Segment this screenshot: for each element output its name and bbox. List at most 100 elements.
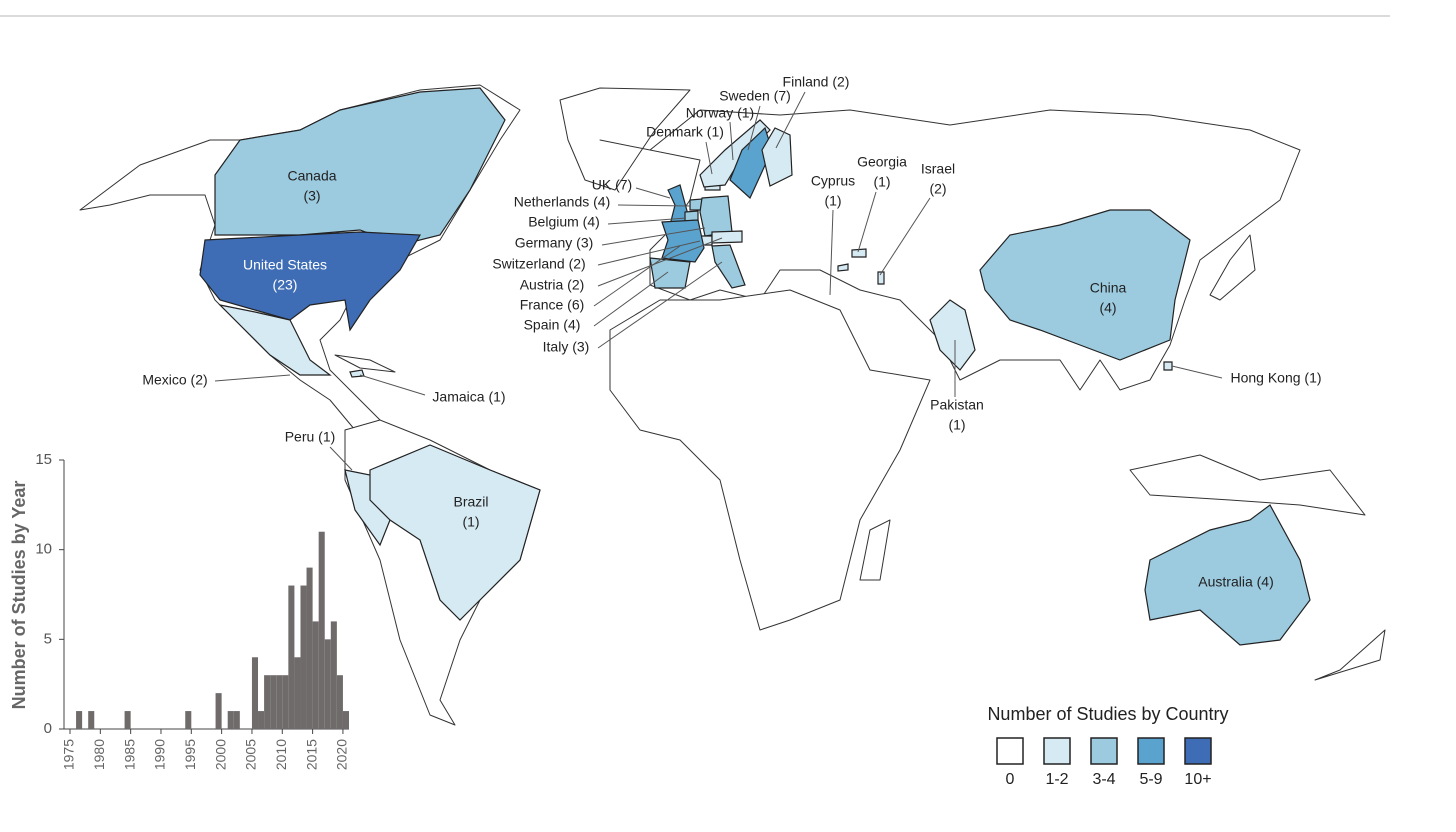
- bar: [312, 621, 319, 729]
- country-shape: [979, 209, 1191, 361]
- bar: [185, 711, 192, 729]
- x-tick-label: 1975: [61, 739, 77, 770]
- x-tick-label: 1980: [91, 739, 107, 770]
- x-tick-label: 2020: [334, 739, 350, 770]
- leader-line: [729, 121, 734, 161]
- country-shape: [199, 231, 422, 332]
- legend-swatch: [1090, 737, 1118, 765]
- bar: [76, 711, 83, 729]
- country-shape: [1144, 504, 1311, 646]
- x-tick-label: 2005: [243, 739, 259, 770]
- country-label: Mexico (2): [142, 372, 207, 388]
- legend-label: 1-2: [1045, 771, 1068, 788]
- histogram: Number of Studies by Year 0 5 10 15 1975 1980…: [9, 451, 350, 770]
- countries: [199, 87, 1311, 646]
- country-label: (23): [273, 277, 298, 293]
- legend: Number of Studies by Country 0 1-2 3-4 5-9 1…: [987, 704, 1228, 788]
- country-shape: [214, 87, 506, 246]
- bar: [215, 693, 222, 729]
- leader-line: [593, 245, 681, 307]
- leader-line: [829, 209, 834, 296]
- country-shape: [661, 219, 705, 263]
- bar: [318, 531, 325, 729]
- leader-line: [1171, 365, 1223, 379]
- bar: [276, 675, 283, 729]
- bar: [330, 621, 337, 729]
- country-shape: [369, 444, 541, 621]
- leader-line: [857, 191, 877, 253]
- bar: [300, 585, 307, 729]
- y-tick-label: 0: [44, 720, 52, 737]
- country-label: (1): [873, 174, 890, 190]
- country-label: Finland (2): [783, 74, 850, 90]
- legend-label: 3-4: [1092, 771, 1115, 788]
- country-label: United States: [243, 257, 327, 273]
- bar: [251, 657, 259, 729]
- country-shape: [684, 210, 699, 222]
- country-label: (4): [1099, 300, 1116, 316]
- bar: [233, 711, 240, 729]
- legend-label: 10+: [1184, 771, 1211, 788]
- bar: [258, 711, 265, 729]
- country-label: Pakistan: [930, 397, 984, 413]
- x-tick-label: 2015: [303, 739, 319, 770]
- country-label: Brazil: [453, 494, 488, 510]
- leader-line: [597, 261, 723, 349]
- country-label: Denmark (1): [646, 124, 724, 140]
- bar: [124, 711, 131, 729]
- country-shape: [1163, 361, 1173, 371]
- legend-label: 0: [1006, 771, 1015, 788]
- bar: [288, 585, 295, 729]
- y-tick-label: 5: [44, 630, 52, 647]
- leader-line: [359, 374, 426, 396]
- x-tick-label: 2000: [212, 739, 228, 770]
- country-label: France (6): [520, 297, 585, 313]
- country-label: Netherlands (4): [514, 194, 611, 210]
- country-label: China: [1090, 280, 1127, 296]
- country-shape: [699, 195, 733, 237]
- country-shape: [929, 299, 976, 371]
- southeast-asia-islands: [1129, 454, 1366, 516]
- bar: [282, 675, 289, 729]
- legend-swatch: [1043, 737, 1071, 765]
- legend-title: Number of Studies by Country: [987, 704, 1228, 724]
- x-tick-label: 1995: [182, 739, 198, 770]
- leader-line: [617, 204, 691, 207]
- caribbean: [334, 354, 396, 373]
- country-label: Georgia: [857, 154, 907, 170]
- bar: [294, 657, 301, 729]
- x-tick-label: 2010: [273, 739, 289, 770]
- country-shape: [218, 304, 332, 376]
- country-shape: [761, 127, 793, 187]
- y-axis-label: Number of Studies by Year: [9, 481, 29, 710]
- country-shape: [851, 248, 867, 258]
- africa: [609, 289, 931, 631]
- x-tick-label: 1985: [121, 739, 137, 770]
- country-label: Belgium (4): [528, 214, 600, 230]
- country-label: UK (7): [592, 177, 632, 193]
- legend-swatch: [996, 737, 1024, 765]
- country-shape: [711, 230, 743, 244]
- country-label: Switzerland (2): [492, 256, 585, 272]
- leader-line: [635, 187, 671, 199]
- country-label: (3): [303, 188, 320, 204]
- bar: [336, 675, 343, 729]
- leader-line: [597, 237, 723, 287]
- y-tick-label: 10: [35, 541, 52, 558]
- leader-line: [879, 197, 931, 276]
- leader-line: [214, 374, 291, 382]
- leader-line: [747, 105, 761, 151]
- madagascar: [859, 519, 891, 581]
- legend-swatch: [1184, 737, 1212, 765]
- bar: [88, 711, 95, 729]
- legend-swatch: [1137, 737, 1165, 765]
- country-label: Sweden (7): [719, 88, 791, 104]
- country-label: Spain (4): [524, 317, 581, 333]
- country-label: Canada: [287, 168, 336, 184]
- country-label: Peru (1): [285, 429, 336, 445]
- bar: [324, 639, 331, 729]
- country-label: Germany (3): [515, 235, 594, 251]
- country-label: (1): [462, 514, 479, 530]
- bar: [227, 711, 234, 729]
